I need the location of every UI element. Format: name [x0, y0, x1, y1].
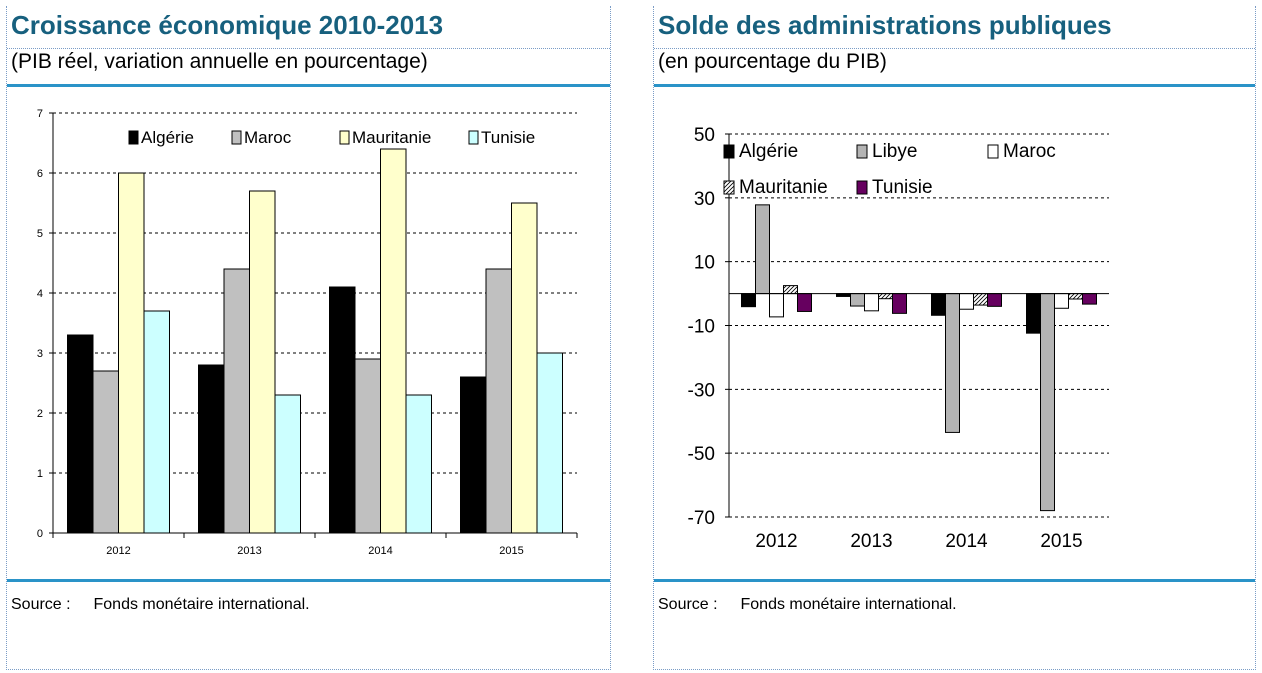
- legend-label: Tunisie: [872, 177, 933, 198]
- legend-label: Algérie: [739, 141, 798, 162]
- x-tick-label: 2012: [755, 531, 797, 552]
- bar-mauritanie-2012: [783, 285, 798, 295]
- x-tick-label: 2015: [1040, 531, 1082, 552]
- y-tick-label: 5: [37, 228, 43, 240]
- y-tick-label: 30: [694, 189, 715, 210]
- bar-tunisie-2014: [987, 293, 1002, 307]
- divider: [654, 84, 1255, 87]
- y-tick-label: 2: [37, 408, 43, 420]
- legend-label: Mauritanie: [739, 177, 828, 198]
- bar-tunisie-2015: [536, 352, 563, 534]
- x-tick-label: 2014: [945, 531, 988, 552]
- bar-tunisie-2013: [892, 293, 907, 314]
- bar-maroc-2013: [864, 293, 879, 312]
- bar-libye-2012: [755, 204, 770, 295]
- bar-tunisie-2014: [405, 394, 432, 534]
- y-tick-label: -70: [688, 508, 715, 529]
- legend-label: Tunisie: [481, 128, 535, 147]
- x-tick-label: 2015: [499, 545, 523, 557]
- y-tick-label: 0: [37, 528, 43, 540]
- growth-bar-chart: 0 1 2 3 4 5 6 7 2012 2013 2014 2015 Algérie Maroc Maur…: [37, 108, 578, 557]
- legend-swatch: [856, 144, 868, 159]
- legend-label: Maroc: [1003, 141, 1056, 162]
- legend-swatch: [339, 130, 350, 145]
- bar-tunisie-2015: [1082, 293, 1097, 305]
- source-text: Fonds monétaire international.: [93, 596, 310, 613]
- legend-label: Maroc: [244, 128, 292, 147]
- x-tick-label: 2014: [368, 545, 392, 557]
- y-tick-label: -30: [688, 380, 715, 401]
- bar-tunisie-2012: [143, 310, 170, 534]
- bar-algérie-2012: [741, 293, 756, 308]
- bar-mauritanie-2013: [249, 190, 276, 534]
- y-tick-label: 1: [37, 468, 43, 480]
- divider: [654, 579, 1255, 582]
- legend-label: Algérie: [141, 128, 194, 147]
- legend-swatch: [468, 130, 479, 145]
- fiscal-balance-bar-chart: -70 -50 -30 -10 10 30 50 2012 2013 2014 2015 Algéri…: [688, 125, 1109, 552]
- divider: [654, 48, 1255, 49]
- bar-maroc-2014: [354, 358, 381, 534]
- y-tick-label: 6: [37, 168, 43, 180]
- bar-maroc-2012: [769, 293, 784, 318]
- legend-swatch: [723, 180, 735, 195]
- legend-label: Libye: [872, 141, 917, 162]
- bar-mauritanie-2013: [878, 293, 893, 300]
- bar-mauritanie-2015: [511, 202, 538, 534]
- bar-libye-2013: [850, 293, 865, 307]
- bar-tunisie-2012: [797, 293, 812, 312]
- y-tick-label: -10: [688, 317, 715, 338]
- chart-title: Croissance économique 2010-2013: [11, 10, 444, 40]
- source-note: Source : Fonds monétaire international.: [11, 596, 310, 614]
- chart-subtitle: (PIB réel, variation annuelle en pourcen…: [11, 50, 428, 73]
- legend-swatch: [723, 144, 735, 159]
- bar-algérie-2015: [1026, 293, 1041, 334]
- y-tick-label: 4: [37, 288, 43, 300]
- y-tick-label: 7: [37, 108, 43, 120]
- legend-swatch: [128, 130, 139, 145]
- source-text: Fonds monétaire international.: [740, 596, 957, 613]
- bar-maroc-2014: [959, 293, 974, 310]
- bar-algérie-2014: [931, 293, 946, 316]
- source-note: Source : Fonds monétaire international.: [658, 596, 957, 614]
- chart-subtitle: (en pourcentage du PIB): [658, 50, 887, 73]
- y-tick-label: -50: [688, 444, 715, 465]
- bar-maroc-2012: [92, 370, 119, 534]
- divider: [7, 48, 610, 49]
- bar-libye-2015: [1040, 293, 1055, 512]
- y-tick-label: 10: [694, 253, 715, 274]
- bar-maroc-2015: [1054, 293, 1069, 309]
- bar-libye-2014: [945, 293, 960, 433]
- bar-algérie-2014: [329, 286, 356, 534]
- source-label: Source :: [11, 596, 71, 613]
- growth-chart-panel: Croissance économique 2010-2013 (PIB rée…: [6, 6, 611, 670]
- y-tick-label: 50: [694, 125, 715, 146]
- bar-mauritanie-2015: [1068, 293, 1083, 300]
- bar-mauritanie-2014: [380, 148, 407, 534]
- chart-title: Solde des administrations publiques: [658, 10, 1112, 40]
- source-label: Source :: [658, 596, 718, 613]
- y-tick-label: 3: [37, 348, 43, 360]
- legend-swatch: [856, 180, 868, 195]
- legend-label: Mauritanie: [352, 128, 431, 147]
- bar-algérie-2013: [198, 364, 225, 534]
- bar-maroc-2015: [485, 268, 512, 534]
- x-tick-label: 2012: [106, 545, 130, 557]
- x-tick-label: 2013: [850, 531, 892, 552]
- bar-mauritanie-2012: [118, 172, 145, 534]
- bar-algérie-2015: [460, 376, 487, 534]
- bar-maroc-2013: [223, 268, 250, 534]
- divider: [7, 84, 610, 87]
- bar-algérie-2012: [67, 334, 94, 534]
- legend-swatch: [231, 130, 242, 145]
- divider: [7, 579, 610, 582]
- x-tick-label: 2013: [237, 545, 261, 557]
- fiscal-balance-panel: Solde des administrations publiques (en …: [653, 6, 1256, 670]
- legend-swatch: [987, 144, 999, 159]
- bar-mauritanie-2014: [973, 293, 988, 306]
- bar-tunisie-2013: [274, 394, 301, 534]
